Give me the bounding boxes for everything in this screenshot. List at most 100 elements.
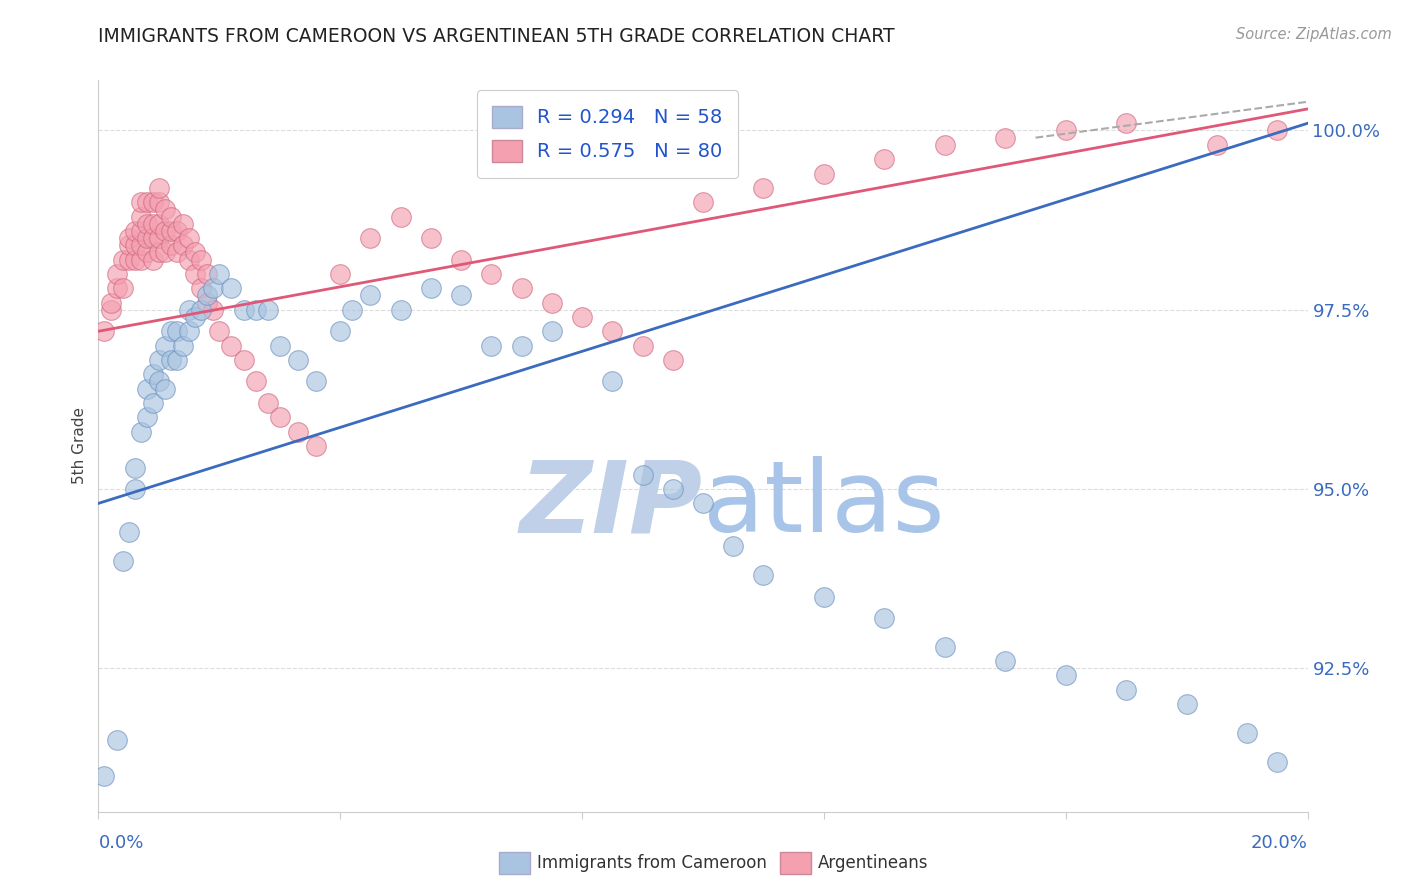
- Point: [190, 252, 212, 267]
- Point: [329, 324, 352, 338]
- Point: [721, 540, 744, 554]
- Point: [256, 302, 278, 317]
- Point: [93, 769, 115, 783]
- Point: [153, 224, 176, 238]
- Point: [129, 252, 152, 267]
- Text: atlas: atlas: [703, 456, 945, 553]
- Point: [142, 231, 165, 245]
- Point: [221, 338, 243, 352]
- Point: [166, 324, 188, 338]
- Point: [540, 295, 562, 310]
- Point: [124, 224, 146, 238]
- Point: [342, 302, 364, 317]
- Point: [142, 368, 165, 382]
- Point: [934, 640, 956, 654]
- Point: [221, 281, 243, 295]
- Point: [118, 524, 141, 539]
- Point: [190, 302, 212, 317]
- Point: [172, 338, 194, 352]
- Point: [160, 238, 183, 252]
- Point: [177, 324, 201, 338]
- Point: [177, 252, 201, 267]
- Point: [105, 267, 128, 281]
- Point: [118, 231, 141, 245]
- Point: [160, 324, 183, 338]
- Point: [160, 210, 183, 224]
- Point: [166, 245, 188, 260]
- Point: [129, 195, 152, 210]
- Point: [208, 324, 231, 338]
- Point: [166, 224, 188, 238]
- Point: [631, 467, 654, 482]
- Point: [481, 267, 503, 281]
- Point: [153, 202, 176, 217]
- Point: [873, 611, 896, 625]
- Point: [129, 425, 152, 439]
- Point: [540, 324, 562, 338]
- Point: [450, 252, 472, 267]
- Point: [752, 181, 775, 195]
- Point: [232, 302, 254, 317]
- Point: [1265, 123, 1288, 137]
- Point: [692, 496, 714, 510]
- Point: [510, 338, 533, 352]
- Point: [813, 590, 835, 604]
- Point: [135, 231, 157, 245]
- Point: [389, 210, 412, 224]
- Point: [1265, 755, 1288, 769]
- Point: [184, 310, 207, 324]
- Legend: R = 0.294   N = 58, R = 0.575   N = 80: R = 0.294 N = 58, R = 0.575 N = 80: [477, 90, 738, 178]
- Point: [100, 295, 122, 310]
- Point: [135, 195, 157, 210]
- Point: [692, 195, 714, 210]
- Point: [135, 410, 157, 425]
- Point: [1206, 137, 1229, 152]
- Point: [994, 130, 1017, 145]
- Point: [1054, 123, 1077, 137]
- Point: [124, 252, 146, 267]
- Point: [148, 245, 170, 260]
- Point: [172, 238, 194, 252]
- Point: [631, 338, 654, 352]
- Text: Immigrants from Cameroon: Immigrants from Cameroon: [537, 855, 766, 872]
- Point: [190, 281, 212, 295]
- Point: [661, 482, 683, 496]
- Point: [153, 338, 176, 352]
- Point: [153, 382, 176, 396]
- Text: ZIP: ZIP: [520, 456, 703, 553]
- Text: IMMIGRANTS FROM CAMEROON VS ARGENTINEAN 5TH GRADE CORRELATION CHART: IMMIGRANTS FROM CAMEROON VS ARGENTINEAN …: [98, 27, 896, 45]
- Point: [245, 302, 267, 317]
- Point: [160, 353, 183, 368]
- Point: [124, 460, 146, 475]
- Point: [269, 410, 291, 425]
- Point: [256, 396, 278, 410]
- Point: [124, 238, 146, 252]
- Point: [873, 152, 896, 166]
- Point: [602, 324, 624, 338]
- Point: [135, 382, 157, 396]
- Point: [160, 224, 183, 238]
- Point: [184, 267, 207, 281]
- Point: [135, 245, 157, 260]
- Point: [752, 568, 775, 582]
- Point: [232, 353, 254, 368]
- Point: [184, 245, 207, 260]
- Point: [245, 375, 267, 389]
- Point: [148, 353, 170, 368]
- Text: Source: ZipAtlas.com: Source: ZipAtlas.com: [1236, 27, 1392, 42]
- Point: [419, 281, 441, 295]
- Point: [177, 231, 201, 245]
- Point: [148, 181, 170, 195]
- Point: [111, 554, 134, 568]
- Point: [269, 338, 291, 352]
- Point: [100, 302, 122, 317]
- Point: [305, 439, 328, 453]
- Point: [329, 267, 352, 281]
- Point: [195, 267, 218, 281]
- Point: [124, 482, 146, 496]
- Point: [172, 217, 194, 231]
- Point: [166, 353, 188, 368]
- Point: [148, 231, 170, 245]
- Point: [510, 281, 533, 295]
- Point: [602, 375, 624, 389]
